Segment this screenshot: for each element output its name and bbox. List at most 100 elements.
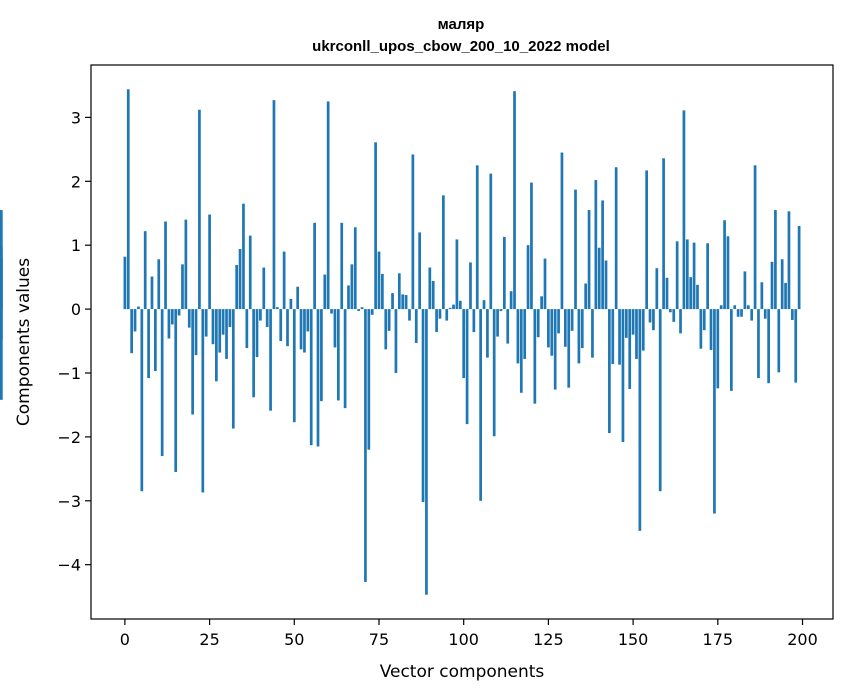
bar-56 xyxy=(313,222,316,310)
bar-107 xyxy=(486,309,489,358)
bar-141 xyxy=(601,200,604,310)
bar-16 xyxy=(177,309,181,316)
bar-40 xyxy=(259,309,262,321)
bar-114 xyxy=(509,291,513,310)
bar-4 xyxy=(137,306,140,310)
bar-92 xyxy=(435,309,438,333)
bar-131 xyxy=(567,309,571,388)
bar-104 xyxy=(475,165,479,310)
bar-132 xyxy=(570,309,574,331)
bar-89 xyxy=(425,309,428,595)
bar-184 xyxy=(746,305,750,310)
y-axis-label: Components values xyxy=(14,258,34,426)
bar-57 xyxy=(316,309,320,447)
bar-33 xyxy=(235,265,239,310)
bar-108 xyxy=(489,173,493,310)
bar-128 xyxy=(557,309,560,334)
bar-72 xyxy=(367,309,371,450)
bar-153 xyxy=(641,309,645,351)
bar-134 xyxy=(577,309,581,364)
bar-195 xyxy=(784,282,787,310)
bar-163 xyxy=(675,241,679,310)
bar-0 xyxy=(123,256,127,310)
bar-175 xyxy=(716,309,720,389)
bar-43 xyxy=(269,309,272,411)
y-tick-label: −1 xyxy=(57,364,81,383)
bar-55 xyxy=(309,309,313,446)
bar-6 xyxy=(143,231,147,310)
bar-32 xyxy=(231,309,235,429)
bar-129 xyxy=(560,152,564,310)
bar-198 xyxy=(794,309,798,383)
bar-undefined xyxy=(0,210,3,310)
bar-148 xyxy=(624,309,628,338)
bar-15 xyxy=(174,309,178,473)
bar-178 xyxy=(726,236,730,310)
x-tick-label: 75 xyxy=(369,630,389,649)
bar-160 xyxy=(665,277,669,310)
bar-37 xyxy=(248,235,252,310)
plot-frame xyxy=(90,64,834,620)
bar-126 xyxy=(550,309,554,356)
bar-99 xyxy=(458,300,462,310)
y-tick-label: 2 xyxy=(71,172,81,191)
bar-44 xyxy=(272,100,276,310)
bar-88 xyxy=(421,309,425,503)
bar-83 xyxy=(404,295,408,310)
bar-147 xyxy=(621,309,625,442)
bar-13 xyxy=(167,309,171,339)
bar-84 xyxy=(408,309,411,321)
bar-30 xyxy=(225,309,228,359)
bar-8 xyxy=(150,276,154,310)
bar-49 xyxy=(289,298,293,310)
y-tick-label: −2 xyxy=(57,428,81,447)
bar-164 xyxy=(679,309,682,334)
bar-100 xyxy=(462,309,466,379)
bar-50 xyxy=(292,309,296,423)
bar-193 xyxy=(777,309,781,373)
bar-192 xyxy=(774,210,777,310)
bar-71 xyxy=(364,309,367,582)
bar-135 xyxy=(580,309,584,349)
bar-18 xyxy=(184,219,188,310)
bars-group xyxy=(0,89,801,595)
chart-subtitle: ukrconll_upos_cbow_200_10_2022 model xyxy=(312,38,610,55)
bar-47 xyxy=(282,251,286,310)
bar-169 xyxy=(696,284,699,310)
bar-176 xyxy=(719,305,723,310)
bar-111 xyxy=(499,309,503,312)
bar-62 xyxy=(333,309,337,348)
bar-150 xyxy=(631,309,635,335)
bar-136 xyxy=(584,283,588,310)
bar-143 xyxy=(608,309,611,434)
bar-101 xyxy=(465,309,469,425)
bar-98 xyxy=(455,239,459,310)
bar-19 xyxy=(187,309,191,328)
bar-94 xyxy=(442,195,445,310)
x-tick-label: 150 xyxy=(618,630,649,649)
y-tick-label: 3 xyxy=(71,108,81,127)
bar-53 xyxy=(303,309,306,353)
bar-194 xyxy=(780,259,784,310)
bar-182 xyxy=(740,309,743,317)
bar-180 xyxy=(733,305,737,310)
chart-title: маляр xyxy=(438,16,485,33)
bar-24 xyxy=(204,309,208,337)
bar-20 xyxy=(191,309,194,415)
bar-189 xyxy=(763,309,767,319)
bar-29 xyxy=(221,309,225,335)
bar-161 xyxy=(669,309,672,313)
bar-139 xyxy=(594,180,598,310)
bar-165 xyxy=(682,110,686,310)
bar-12 xyxy=(164,221,167,310)
bar-156 xyxy=(652,309,655,331)
bar-171 xyxy=(702,309,706,331)
bar-109 xyxy=(492,309,496,437)
bar-76 xyxy=(381,273,384,310)
y-tick-label: −4 xyxy=(57,556,81,575)
bar-181 xyxy=(736,309,740,317)
bar-34 xyxy=(238,249,242,310)
bar-28 xyxy=(218,309,222,353)
bar-103 xyxy=(472,309,476,333)
